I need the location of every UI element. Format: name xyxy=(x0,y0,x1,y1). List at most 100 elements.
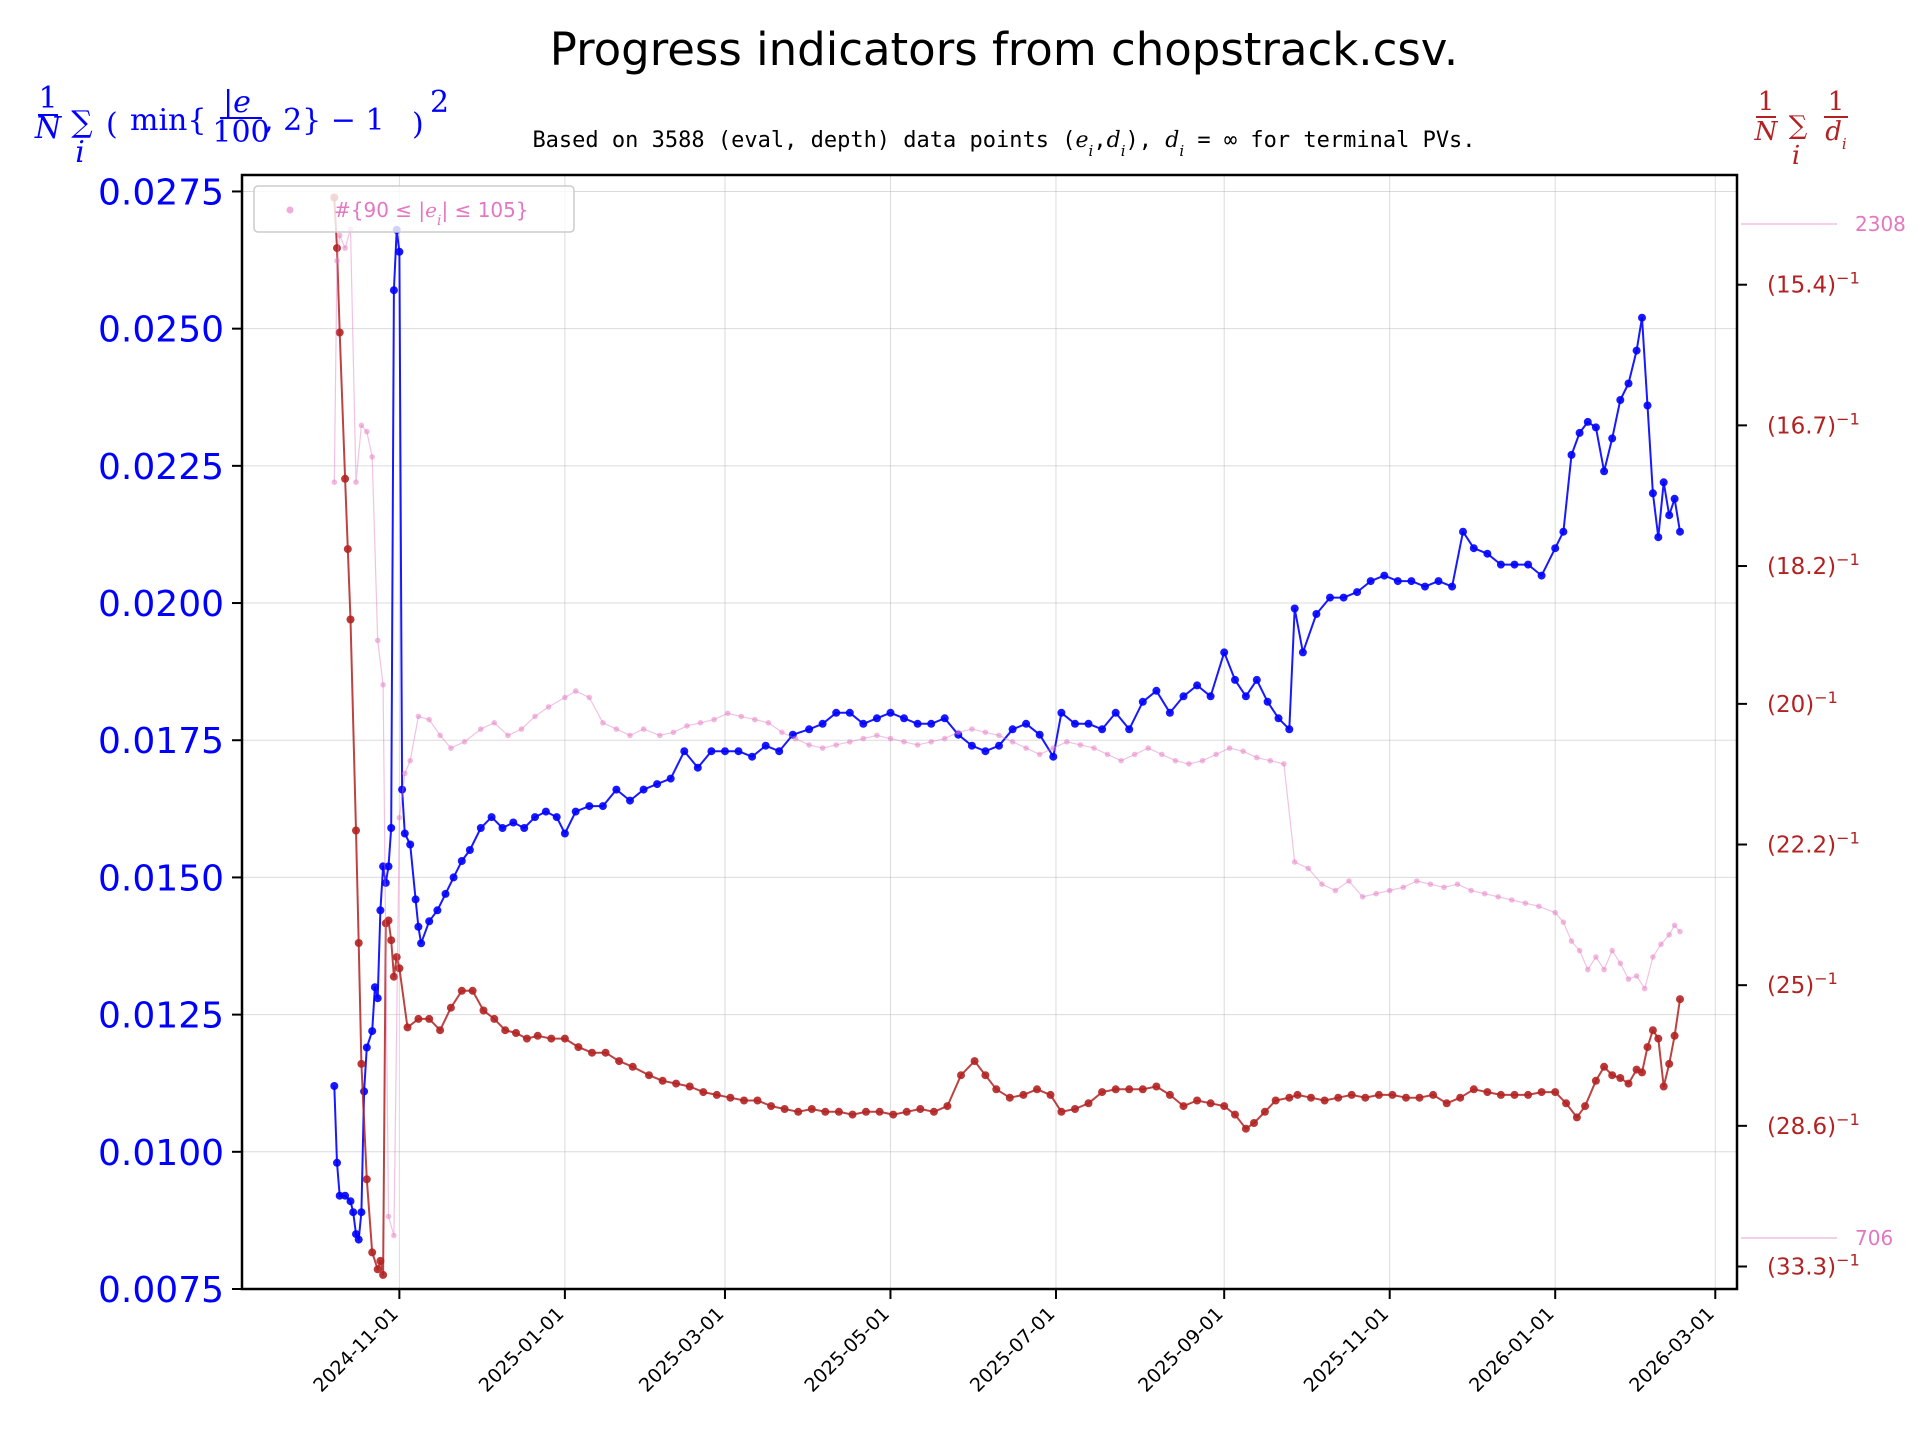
data-point xyxy=(461,739,468,745)
data-point xyxy=(531,813,539,822)
data-point xyxy=(1104,751,1111,758)
data-point xyxy=(1241,692,1250,701)
data-point xyxy=(468,986,477,995)
data-point xyxy=(533,1031,542,1040)
data-point xyxy=(392,953,401,962)
data-point xyxy=(1509,897,1515,903)
data-point xyxy=(341,1191,350,1200)
data-point xyxy=(1250,1119,1258,1127)
data-point xyxy=(996,732,1002,739)
data-point xyxy=(860,735,867,742)
data-point xyxy=(448,745,454,751)
data-point xyxy=(362,1043,371,1052)
data-point xyxy=(389,972,398,981)
data-point xyxy=(552,813,561,822)
data-point xyxy=(415,713,422,720)
data-point xyxy=(1111,708,1120,717)
data-point xyxy=(476,824,485,832)
data-point xyxy=(1510,1090,1519,1099)
y-label-right-sum: ∑ xyxy=(1789,111,1808,141)
data-point xyxy=(767,1102,776,1111)
data-point xyxy=(1263,697,1272,706)
data-point xyxy=(1019,1090,1028,1099)
data-point xyxy=(1165,708,1174,717)
y-label-left-i: i xyxy=(75,135,85,170)
series-90-e-i-105 xyxy=(331,226,1683,1239)
data-point xyxy=(640,726,647,732)
data-point xyxy=(403,1023,412,1032)
data-point xyxy=(381,878,390,887)
data-point xyxy=(1050,745,1057,751)
data-point xyxy=(1125,725,1134,734)
y-tick-label-left: 0.0150 xyxy=(98,858,224,899)
series-layer xyxy=(330,193,1684,1279)
data-point xyxy=(334,257,340,264)
data-point xyxy=(1285,725,1294,734)
data-point xyxy=(1346,878,1352,884)
data-point xyxy=(585,802,594,811)
data-point xyxy=(1591,423,1600,432)
data-point xyxy=(1583,417,1592,426)
data-point xyxy=(491,720,498,726)
data-point xyxy=(1373,890,1379,897)
data-point xyxy=(928,739,934,745)
data-point xyxy=(1388,1090,1397,1099)
data-point xyxy=(1616,1074,1625,1082)
data-point xyxy=(872,714,881,723)
data-point xyxy=(1131,751,1138,758)
data-point xyxy=(981,747,990,756)
data-point xyxy=(697,720,704,726)
data-point xyxy=(1035,730,1044,739)
data-point xyxy=(1469,544,1478,553)
data-point xyxy=(1049,752,1058,761)
data-point xyxy=(982,729,989,736)
data-point xyxy=(376,1256,385,1265)
data-point xyxy=(1562,1099,1571,1108)
data-point xyxy=(1057,1107,1066,1116)
data-point xyxy=(821,1107,830,1116)
data-point xyxy=(1005,1093,1014,1102)
data-point xyxy=(358,422,365,429)
series-blue xyxy=(330,225,1684,1244)
data-point xyxy=(1281,761,1287,767)
y-tick-label-left: 0.0250 xyxy=(98,310,224,351)
data-point xyxy=(1138,1085,1147,1094)
data-point xyxy=(532,713,538,720)
data-point xyxy=(547,1034,556,1043)
data-point xyxy=(658,1076,667,1085)
data-point xyxy=(368,1248,377,1257)
data-point xyxy=(446,1003,455,1012)
data-point xyxy=(957,1071,965,1080)
data-point xyxy=(1361,1093,1370,1102)
data-point xyxy=(734,747,743,756)
data-point xyxy=(370,983,379,992)
data-point xyxy=(1353,588,1362,597)
data-point xyxy=(1654,533,1663,542)
data-point xyxy=(1572,1113,1581,1122)
data-point xyxy=(1454,881,1461,887)
data-point xyxy=(967,741,976,750)
data-point xyxy=(1402,1093,1410,1102)
data-point xyxy=(1186,761,1192,767)
data-point xyxy=(330,1082,339,1090)
data-point xyxy=(672,1079,681,1088)
data-point xyxy=(628,1062,637,1071)
data-point xyxy=(1666,932,1672,938)
data-point xyxy=(900,714,908,723)
y-tick-label-left: 0.0100 xyxy=(98,1133,224,1174)
data-point xyxy=(1077,742,1084,748)
legend-label: #{90 ≤ |ei| ≤ 105} xyxy=(334,198,529,229)
data-point xyxy=(478,726,484,732)
data-point xyxy=(1226,745,1233,751)
y-label-left-sum: ∑ xyxy=(71,105,93,140)
data-point xyxy=(436,1026,445,1035)
data-point xyxy=(1448,582,1457,591)
count-axis: 2308 706 xyxy=(1741,212,1906,1250)
data-point xyxy=(357,1208,366,1217)
data-point xyxy=(1469,1085,1478,1094)
data-point xyxy=(1616,396,1625,404)
data-point xyxy=(1427,881,1434,887)
data-point xyxy=(498,824,507,832)
data-point xyxy=(417,939,426,948)
data-point xyxy=(1641,985,1648,992)
